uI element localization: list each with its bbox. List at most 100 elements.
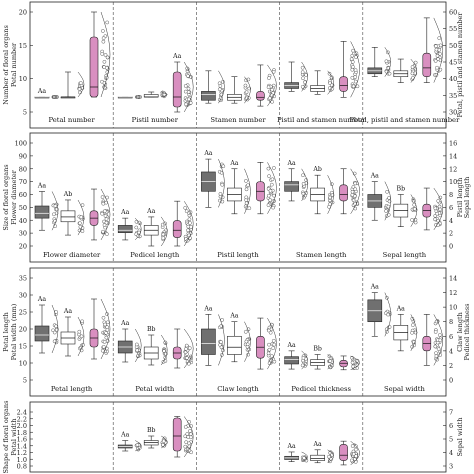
significance-letter: Aa [120, 209, 129, 216]
data-point [104, 335, 109, 340]
significance-letter: Aa [120, 432, 129, 439]
data-point [410, 330, 414, 335]
significance-letter: Aa [63, 308, 72, 315]
data-point [304, 73, 308, 77]
data-point [266, 328, 271, 333]
density-outline [51, 304, 59, 354]
right-tick-label: 35 [449, 92, 457, 100]
panel-0-3: Pistil and stamen number [277, 41, 366, 124]
right-tick-label: 6 [449, 204, 453, 212]
right-tick-label: 16 [449, 140, 457, 148]
data-point [79, 215, 84, 219]
left-tick-label: 5 [23, 377, 27, 385]
data-point [385, 189, 389, 194]
data-point [78, 221, 82, 226]
right-tick-label: 2 [449, 230, 453, 238]
data-point [104, 331, 108, 335]
data-point [301, 76, 305, 81]
right-axis-label: Sepal width [456, 417, 464, 456]
significance-letter: Aa [313, 441, 322, 448]
box [60, 210, 76, 223]
data-point [350, 67, 355, 72]
box [117, 225, 133, 233]
data-point [183, 84, 188, 88]
data-point [102, 223, 107, 227]
data-point [353, 68, 358, 72]
density-outline [244, 168, 251, 214]
density-outline [433, 187, 444, 231]
data-point [411, 323, 415, 327]
data-point [244, 90, 249, 94]
data-point [104, 217, 109, 221]
right-tick-label: 0 [449, 377, 453, 385]
data-point [434, 47, 439, 52]
data-point [219, 345, 224, 350]
left-axis-label: Petal length [2, 312, 10, 352]
left-tick-label: 15 [19, 42, 27, 50]
data-point [413, 330, 418, 335]
density-outline [135, 440, 142, 452]
left-tick-label: 90 [19, 152, 27, 160]
data-point [103, 322, 107, 327]
panel-1-0: Flower diameter Aa Ab [34, 182, 111, 259]
data-point [188, 432, 193, 436]
data-point [135, 348, 140, 353]
data-point [101, 229, 105, 234]
data-point [102, 340, 107, 344]
significance-letter: Aa [229, 160, 238, 167]
right-axis-label: Pedicel thickness [463, 304, 471, 361]
data-point [433, 217, 437, 222]
data-point [102, 60, 107, 64]
left-tick-label: 30 [19, 292, 27, 300]
data-point [244, 179, 248, 183]
data-point [267, 76, 271, 80]
left-axis-label: Shape of floral organs [2, 401, 10, 474]
right-tick-label: 10 [449, 304, 457, 312]
significance-letter: Aa [370, 284, 379, 291]
data-point [104, 220, 109, 225]
data-point [244, 339, 249, 344]
left-tick-label: 35 [19, 275, 27, 283]
data-point [350, 75, 355, 80]
right-tick-label: 6 [449, 333, 453, 341]
data-point [272, 342, 276, 347]
left-tick-label: 1.8 [17, 429, 27, 437]
density-outline [161, 91, 168, 98]
panel-title: Stamen number [210, 116, 266, 124]
significance-letter: Aa [370, 173, 379, 180]
panel-title: Claw length [217, 385, 259, 393]
data-point [301, 356, 306, 360]
data-point [186, 74, 190, 78]
left-axis-label: Number of floral organs [2, 25, 10, 105]
left-axis-label: Size of floral organs [2, 164, 10, 230]
row-count: 20 15 10 5 60 55 50 45 40 35 30 Number of floral or… [2, 1, 464, 129]
data-point [435, 65, 439, 70]
box [284, 181, 299, 192]
row-shape: 2.42.22.01.81.61.41.21.00.8 7 6 5 4 3 Shape of… [2, 401, 464, 474]
left-tick-label: 25 [19, 309, 27, 317]
right-tick-label: 2 [449, 362, 453, 370]
box [172, 71, 182, 108]
density-outline [267, 317, 277, 370]
panel-title: Flower diameter [43, 251, 101, 259]
right-tick-label: 4 [449, 217, 453, 225]
data-point [436, 347, 441, 351]
left-tick-label: 60 [19, 191, 27, 199]
panel-0-0: Petal number Aa [34, 11, 111, 124]
box [34, 325, 50, 342]
density-outline [160, 334, 168, 366]
data-point [103, 53, 108, 57]
data-point [53, 204, 58, 208]
data-point [102, 209, 107, 213]
left-axis-label: Petal number [10, 42, 18, 87]
data-point [433, 206, 438, 211]
data-point [243, 83, 248, 88]
data-point [271, 346, 276, 350]
data-point [183, 206, 188, 210]
data-point [271, 205, 275, 210]
left-tick-label: 80 [19, 165, 27, 173]
left-tick-label: 10 [19, 360, 27, 368]
panel-title: Pedicel length [130, 251, 180, 259]
right-tick-label: 55 [449, 25, 457, 33]
